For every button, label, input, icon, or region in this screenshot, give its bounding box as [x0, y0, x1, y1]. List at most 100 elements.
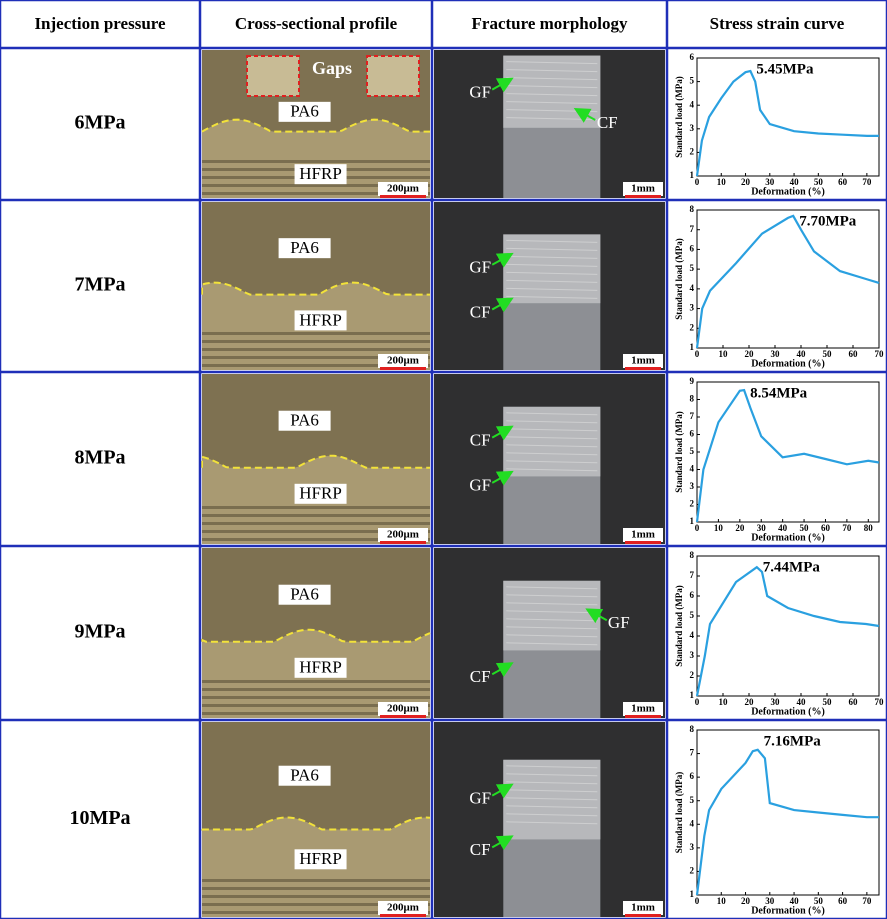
y-tick-label: 4: [690, 630, 695, 640]
curve: [697, 750, 879, 895]
fracture-label: GF: [608, 613, 630, 632]
plot-frame: [697, 210, 879, 348]
gap-inset: [367, 56, 419, 96]
scale-label: 1mm: [631, 902, 655, 914]
y-tick-label: 1: [690, 889, 695, 899]
peak-annotation: 7.16MPa: [764, 733, 822, 749]
x-tick-label: 10: [717, 896, 727, 906]
y-tick-label: 7: [690, 748, 695, 758]
profile-label: PA6: [290, 585, 319, 604]
scale-label: 200μm: [387, 902, 419, 914]
plot-frame: [697, 382, 879, 522]
curve: [697, 216, 879, 348]
x-axis-label: Deformation (%): [751, 905, 825, 916]
curve: [697, 71, 879, 176]
fiber-layer: [202, 895, 430, 898]
profile-label: PA6: [290, 238, 319, 257]
scale-label: 200μm: [387, 183, 419, 195]
y-tick-label: 7: [690, 570, 695, 580]
scale-bar: [380, 541, 426, 544]
gap-inset: [247, 56, 299, 96]
y-tick-label: 2: [690, 322, 695, 332]
fiber-layer: [202, 340, 430, 343]
profile-label: PA6: [290, 102, 319, 121]
x-tick-label: 0: [695, 177, 700, 187]
curve: [697, 567, 879, 696]
scale-bar: [380, 715, 426, 718]
x-axis-label: Deformation (%): [751, 186, 825, 197]
y-tick-label: 8: [690, 394, 695, 404]
fracture-label: CF: [470, 431, 491, 450]
y-tick-label: 6: [690, 590, 695, 600]
profile-label: HFRP: [299, 658, 342, 677]
y-tick-label: 2: [690, 499, 695, 509]
y-tick-label: 3: [690, 123, 695, 133]
fracture-label: GF: [469, 83, 491, 102]
y-axis-label: Standard load (MPa): [674, 238, 684, 320]
x-tick-label: 20: [735, 523, 745, 533]
pressure-label: 9MPa: [74, 621, 125, 643]
y-tick-label: 3: [690, 650, 695, 660]
fracture-zone: [503, 407, 600, 477]
y-tick-label: 5: [690, 76, 695, 86]
fiber-layer: [202, 680, 430, 683]
fracture-zone: [503, 56, 600, 128]
x-tick-label: 0: [695, 896, 700, 906]
curve: [697, 390, 879, 522]
fiber-layer: [202, 688, 430, 691]
profile-label: HFRP: [299, 484, 342, 503]
x-tick-label: 60: [838, 896, 848, 906]
fracture-label: CF: [470, 667, 491, 686]
scale-bar: [625, 715, 661, 718]
fracture-label: GF: [469, 258, 491, 277]
x-tick-label: 70: [862, 177, 872, 187]
y-tick-label: 5: [690, 795, 695, 805]
x-tick-label: 10: [714, 523, 724, 533]
y-axis-label: Standard load (MPa): [674, 772, 684, 854]
y-tick-label: 5: [690, 263, 695, 273]
x-tick-label: 60: [838, 177, 848, 187]
y-tick-label: 4: [690, 283, 695, 293]
y-tick-label: 7: [690, 224, 695, 234]
x-tick-label: 0: [695, 349, 700, 359]
profile-label: HFRP: [299, 310, 342, 329]
x-axis-label: Deformation (%): [751, 532, 825, 543]
fiber-layer: [202, 887, 430, 890]
y-tick-label: 2: [690, 146, 695, 156]
x-tick-label: 20: [741, 896, 751, 906]
header-cell: Stress strain curve: [710, 14, 845, 33]
scale-bar: [380, 914, 426, 917]
pressure-label: 6MPa: [74, 112, 125, 134]
scale-label: 200μm: [387, 529, 419, 541]
fiber-layer: [202, 696, 430, 699]
fiber-layer: [202, 522, 430, 525]
y-tick-label: 6: [690, 243, 695, 253]
pressure-label: 8MPa: [74, 447, 125, 469]
y-axis-label: Standard load (MPa): [674, 76, 684, 158]
y-tick-label: 5: [690, 446, 695, 456]
gaps-label: Gaps: [312, 58, 352, 78]
profile-label: PA6: [290, 766, 319, 785]
profile-label: PA6: [290, 411, 319, 430]
scale-bar: [380, 195, 426, 198]
fiber-layer: [202, 506, 430, 509]
x-tick-label: 10: [717, 177, 727, 187]
y-axis-label: Standard load (MPa): [674, 411, 684, 493]
header-cell: Cross-sectional profile: [235, 14, 398, 33]
peak-annotation: 8.54MPa: [750, 385, 808, 401]
x-tick-label: 70: [842, 523, 852, 533]
fracture-label: CF: [470, 302, 491, 321]
y-tick-label: 2: [690, 865, 695, 875]
x-tick-label: 70: [875, 697, 885, 707]
y-tick-label: 8: [690, 550, 695, 560]
scale-bar: [380, 367, 426, 370]
y-tick-label: 6: [690, 771, 695, 781]
y-tick-label: 4: [690, 99, 695, 109]
x-axis-label: Deformation (%): [751, 358, 825, 369]
x-tick-label: 0: [695, 697, 700, 707]
y-tick-label: 1: [690, 170, 695, 180]
x-tick-label: 20: [741, 177, 751, 187]
y-tick-label: 1: [690, 690, 695, 700]
y-tick-label: 9: [690, 376, 695, 386]
x-axis-label: Deformation (%): [751, 706, 825, 717]
